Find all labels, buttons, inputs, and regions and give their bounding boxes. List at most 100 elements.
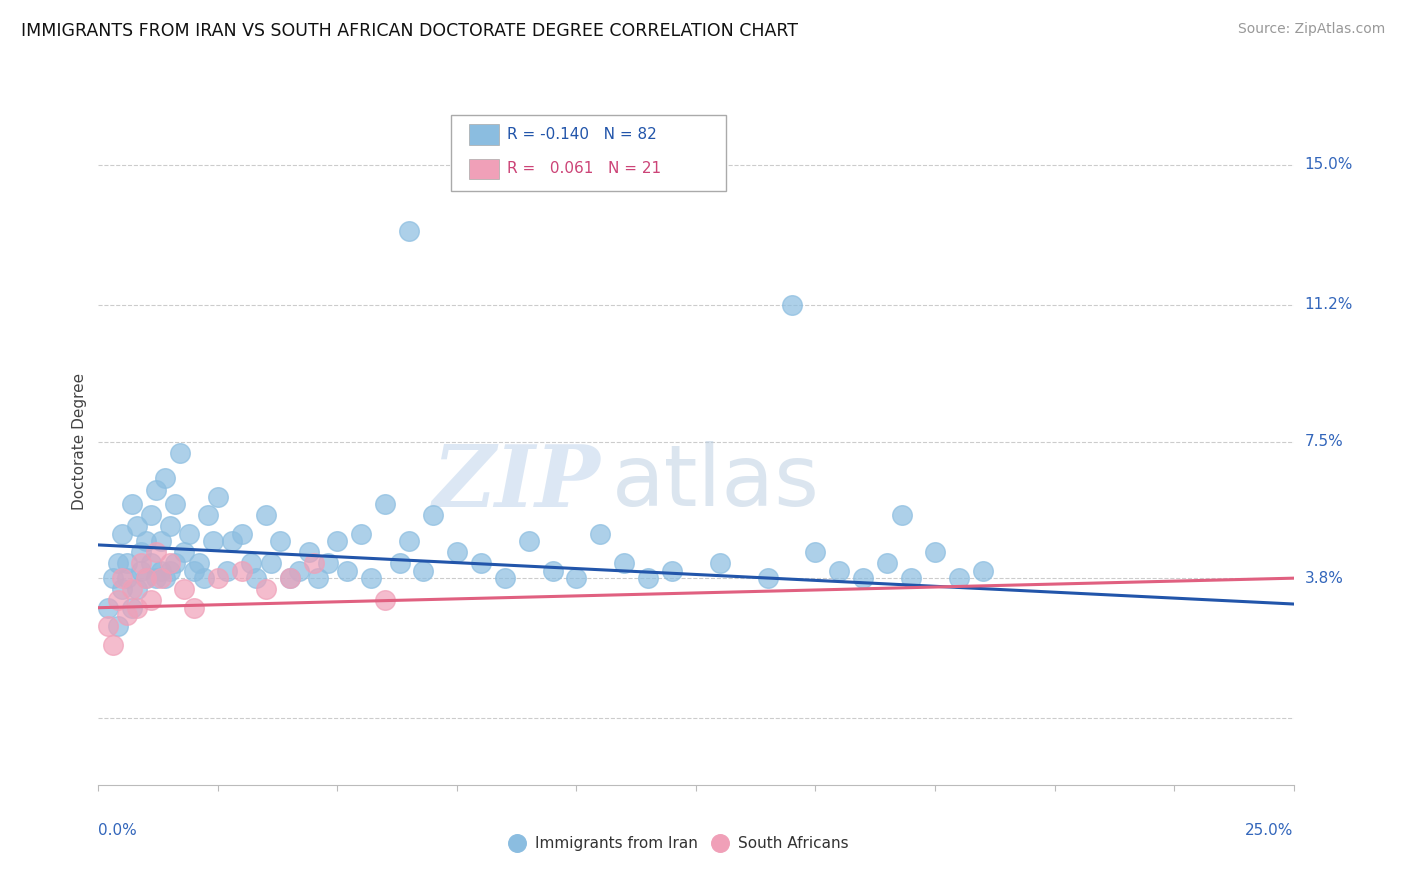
- Point: [202, 534, 225, 549]
- Point: [125, 600, 148, 615]
- Point: [131, 564, 153, 578]
- Point: [278, 571, 301, 585]
- Text: R =   0.061   N = 21: R = 0.061 N = 21: [508, 161, 661, 177]
- Point: [135, 534, 157, 549]
- Point: [125, 519, 148, 533]
- Point: [446, 545, 468, 559]
- Text: South Africans: South Africans: [738, 836, 848, 851]
- Point: [107, 593, 129, 607]
- Point: [298, 545, 321, 559]
- Point: [240, 557, 263, 571]
- Point: [163, 557, 186, 571]
- Point: [422, 508, 444, 523]
- Point: [231, 526, 253, 541]
- Point: [101, 638, 124, 652]
- Text: 11.2%: 11.2%: [1305, 297, 1353, 312]
- Point: [183, 564, 205, 578]
- Point: [107, 619, 129, 633]
- Point: [316, 557, 339, 571]
- Point: [121, 600, 143, 615]
- Point: [360, 571, 382, 585]
- Point: [541, 564, 564, 578]
- Point: [828, 564, 851, 578]
- Point: [374, 497, 396, 511]
- Point: [115, 571, 138, 585]
- Point: [135, 571, 157, 585]
- Point: [326, 534, 349, 549]
- Point: [149, 571, 172, 585]
- Text: IMMIGRANTS FROM IRAN VS SOUTH AFRICAN DOCTORATE DEGREE CORRELATION CHART: IMMIGRANTS FROM IRAN VS SOUTH AFRICAN DO…: [21, 22, 799, 40]
- Point: [307, 571, 329, 585]
- Point: [245, 571, 267, 585]
- Point: [374, 593, 396, 607]
- Text: R = -0.140   N = 82: R = -0.140 N = 82: [508, 127, 657, 142]
- Point: [121, 582, 143, 597]
- Point: [259, 557, 281, 571]
- Point: [111, 526, 134, 541]
- Point: [131, 557, 153, 571]
- Point: [890, 508, 912, 523]
- Point: [145, 483, 167, 497]
- Point: [709, 557, 731, 571]
- Point: [412, 564, 434, 578]
- Text: ZIP: ZIP: [433, 441, 600, 524]
- Y-axis label: Doctorate Degree: Doctorate Degree: [72, 373, 87, 510]
- Point: [115, 608, 138, 623]
- Point: [159, 564, 181, 578]
- Point: [183, 600, 205, 615]
- Point: [139, 508, 162, 523]
- Point: [173, 545, 195, 559]
- Point: [924, 545, 946, 559]
- Text: 0.0%: 0.0%: [98, 822, 138, 838]
- Point: [900, 571, 922, 585]
- Text: atlas: atlas: [613, 442, 820, 524]
- Point: [589, 526, 612, 541]
- Point: [876, 557, 898, 571]
- Point: [187, 557, 209, 571]
- Point: [254, 508, 277, 523]
- Point: [804, 545, 827, 559]
- Point: [852, 571, 875, 585]
- Point: [149, 534, 172, 549]
- Point: [217, 564, 239, 578]
- Text: 3.8%: 3.8%: [1305, 571, 1344, 586]
- Point: [661, 564, 683, 578]
- Point: [494, 571, 516, 585]
- Point: [145, 545, 167, 559]
- Text: Immigrants from Iran: Immigrants from Iran: [534, 836, 697, 851]
- Point: [207, 571, 229, 585]
- Text: 15.0%: 15.0%: [1305, 157, 1353, 172]
- Point: [288, 564, 311, 578]
- Point: [193, 571, 215, 585]
- Point: [135, 571, 157, 585]
- Point: [97, 619, 120, 633]
- Text: 25.0%: 25.0%: [1246, 822, 1294, 838]
- Point: [613, 557, 636, 571]
- Point: [121, 497, 143, 511]
- Text: Source: ZipAtlas.com: Source: ZipAtlas.com: [1237, 22, 1385, 37]
- Point: [637, 571, 659, 585]
- Point: [254, 582, 277, 597]
- Point: [145, 571, 167, 585]
- Point: [155, 571, 177, 585]
- Point: [125, 582, 148, 597]
- Point: [398, 224, 420, 238]
- Point: [107, 557, 129, 571]
- Point: [139, 557, 162, 571]
- Point: [111, 571, 134, 585]
- Point: [139, 593, 162, 607]
- Point: [948, 571, 970, 585]
- Point: [163, 497, 186, 511]
- Point: [179, 526, 201, 541]
- Point: [159, 557, 181, 571]
- Point: [269, 534, 291, 549]
- Point: [972, 564, 994, 578]
- Point: [169, 445, 191, 459]
- Point: [756, 571, 779, 585]
- Point: [517, 534, 540, 549]
- Point: [336, 564, 359, 578]
- Text: 7.5%: 7.5%: [1305, 434, 1343, 449]
- Point: [278, 571, 301, 585]
- Point: [780, 298, 803, 312]
- Point: [159, 519, 181, 533]
